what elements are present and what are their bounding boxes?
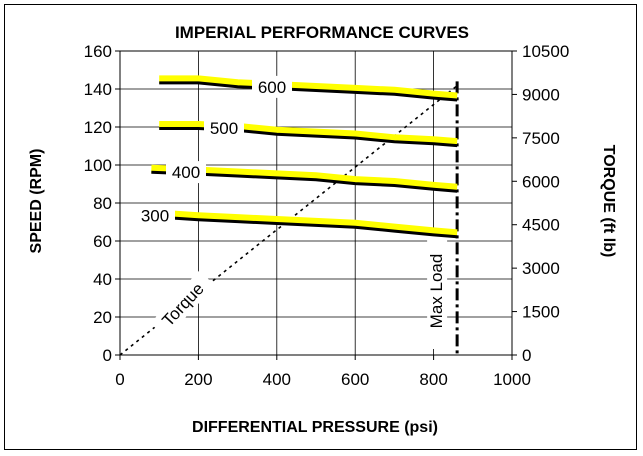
curve-label-bg [135,204,175,227]
y-tick-label: 140 [84,80,112,99]
y-tick-label: 80 [93,194,112,213]
y-tick-label: 0 [103,346,112,365]
y-tick-label: 160 [84,42,112,61]
torque-label-bg [150,270,216,339]
y-tick-label: 100 [84,156,112,175]
y-tick-label: 40 [93,270,112,289]
curve-highlight-300 [139,208,458,238]
max-load-label-bg [427,233,448,349]
y2-tick-label: 1500 [522,303,560,322]
curve-highlight-400 [151,164,458,192]
torque-label: Torque [158,279,207,330]
y-axis-label: SPEED (RPM) [28,149,45,254]
y2-tick-label: 10500 [522,42,569,61]
curve-label-bg [204,117,244,140]
x-axis-label: DIFFERENTIAL PRESSURE (psi) [192,419,438,436]
x-tick-label: 800 [419,370,447,389]
y2-tick-label: 4500 [522,216,560,235]
y2-axis-label: TORQUE (ft lb) [600,145,617,258]
chart-title: IMPERIAL PERFORMANCE CURVES [175,23,469,42]
x-tick-label: 600 [341,370,369,389]
y2-tick-label: 3000 [522,259,560,278]
curve-label-400: 400 [172,163,200,182]
curve-highlight-600 [159,75,458,101]
curve-line-400 [151,170,458,193]
x-tick-label: 0 [115,370,124,389]
y-tick-label: 20 [93,308,112,327]
curve-label-bg [166,161,206,184]
y2-tick-label: 7500 [522,129,560,148]
y2-tick-label: 9000 [522,85,560,104]
y-tick-label: 60 [93,232,112,251]
curve-line-600 [159,81,458,102]
y2-tick-label: 0 [522,346,531,365]
y2-tick-label: 6000 [522,172,560,191]
x-tick-label: 200 [184,370,212,389]
curve-label-600: 600 [258,78,286,97]
x-tick-label: 400 [263,370,291,389]
curve-label-500: 500 [210,119,238,138]
plot-area: 0204060801001201401600150030004500600075… [84,42,570,389]
curve-label-bg [252,75,292,98]
curve-label-300: 300 [141,206,169,225]
y-tick-label: 120 [84,118,112,137]
x-tick-label: 1000 [493,370,531,389]
max-load-label: Max Load [427,254,446,329]
curve-line-300 [139,214,458,239]
